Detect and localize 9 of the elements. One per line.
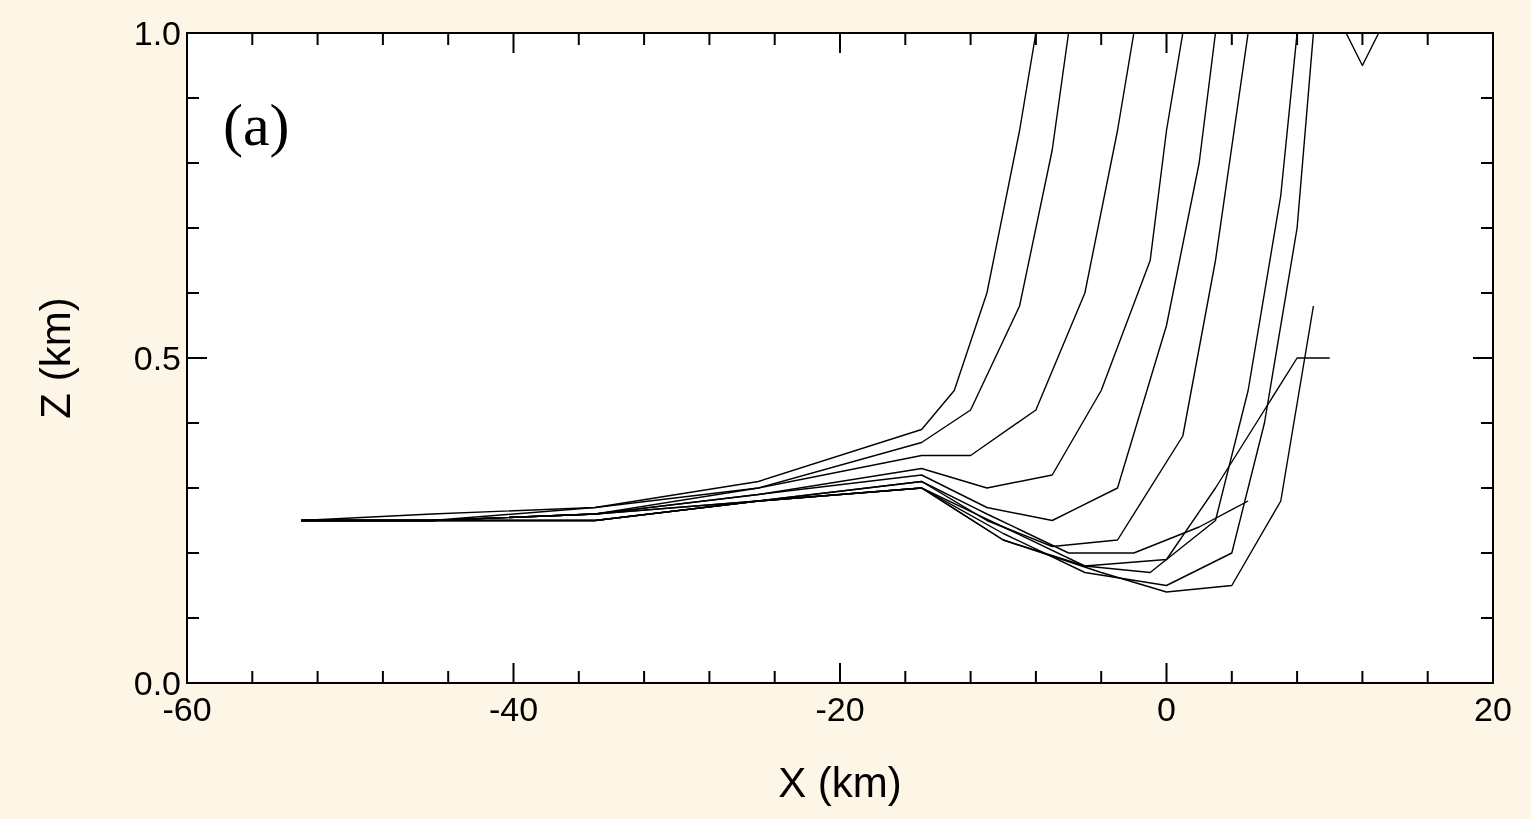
x-tick-label: 0 [1157, 690, 1176, 728]
x-tick-label: 20 [1474, 690, 1512, 728]
y-axis-title: Z (km) [32, 297, 79, 419]
y-tick-label: 0.5 [133, 339, 181, 377]
y-tick-label: 1.0 [133, 14, 181, 52]
x-axis-title: X (km) [778, 759, 902, 806]
x-tick-label: -20 [815, 690, 865, 728]
annotation: (a) [223, 92, 290, 158]
x-tick-label: -40 [488, 690, 539, 728]
